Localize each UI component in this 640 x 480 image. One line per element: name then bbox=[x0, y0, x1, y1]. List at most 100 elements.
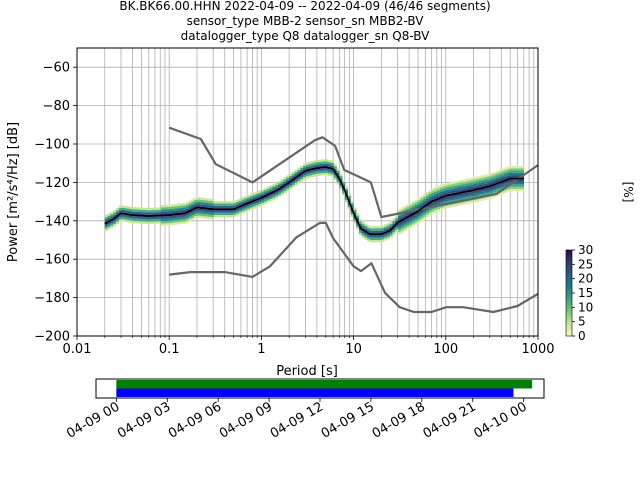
heatmap-cell bbox=[342, 181, 346, 185]
heatmap-cell bbox=[347, 207, 351, 210]
timeline-tick-label: 04-09 06 bbox=[166, 399, 224, 441]
heatmap-cell bbox=[451, 184, 455, 187]
heatmap-cell bbox=[504, 172, 508, 175]
heatmap-cell bbox=[445, 185, 449, 188]
heatmap-cell bbox=[518, 186, 522, 189]
heatmap-cell bbox=[118, 210, 122, 213]
heatmap-cell bbox=[467, 196, 471, 200]
heatmap-cell bbox=[135, 207, 139, 210]
heatmap-cell bbox=[171, 204, 175, 207]
heatmap-cell bbox=[330, 165, 335, 168]
heatmap-cell bbox=[364, 223, 368, 226]
heatmap-cell bbox=[425, 210, 430, 213]
heatmap-cell bbox=[283, 190, 287, 194]
heatmap-cell bbox=[473, 181, 477, 185]
heatmap-cell bbox=[453, 190, 457, 193]
heatmap-cell bbox=[166, 218, 170, 221]
y-axis-label: Power [m²/s⁴/Hz] [dB] bbox=[6, 122, 21, 262]
heatmap-cell bbox=[241, 211, 245, 214]
heatmap-cell bbox=[479, 184, 483, 188]
heatmap-cell bbox=[403, 205, 407, 209]
heatmap-cell bbox=[498, 174, 502, 177]
heatmap-cell bbox=[509, 168, 513, 171]
heatmap-cell bbox=[177, 203, 181, 206]
heatmap-cell bbox=[423, 198, 427, 201]
heatmap-cell bbox=[344, 197, 349, 201]
heatmap-cell bbox=[347, 195, 351, 199]
heatmap-cell bbox=[311, 172, 315, 175]
heatmap-cell bbox=[417, 207, 421, 210]
heatmap-cell bbox=[344, 188, 349, 191]
heatmap-cell bbox=[367, 239, 371, 242]
heatmap-cell bbox=[484, 181, 488, 184]
heatmap-cell bbox=[484, 183, 488, 186]
heatmap-cell bbox=[238, 212, 242, 215]
heatmap-cell bbox=[255, 202, 259, 206]
heatmap-cell bbox=[498, 178, 502, 182]
heatmap-cell bbox=[403, 226, 407, 229]
heatmap-cell bbox=[171, 220, 175, 223]
heatmap-cell bbox=[266, 198, 270, 201]
heatmap-cell bbox=[317, 159, 321, 163]
colorbar-gradient bbox=[565, 249, 573, 337]
heatmap-cell bbox=[157, 216, 161, 219]
heatmap-cell bbox=[233, 212, 237, 215]
heatmap-cell bbox=[322, 159, 326, 162]
heatmap-cell bbox=[261, 193, 265, 197]
heatmap-cell bbox=[104, 228, 108, 231]
heatmap-cell bbox=[470, 184, 474, 187]
heatmap-cell bbox=[375, 235, 379, 238]
heatmap-cell bbox=[110, 216, 114, 219]
heatmap-cell bbox=[219, 205, 223, 209]
heatmap-cell bbox=[258, 192, 262, 195]
heatmap-cell bbox=[364, 228, 368, 231]
heatmap-cell bbox=[504, 167, 508, 170]
heatmap-cell bbox=[431, 188, 435, 191]
heatmap-cell bbox=[261, 191, 265, 194]
heatmap-cell bbox=[425, 194, 430, 197]
heatmap-cell bbox=[205, 198, 209, 201]
heatmap-cell bbox=[509, 170, 513, 173]
heatmap-cell bbox=[269, 194, 273, 197]
heatmap-cell bbox=[484, 192, 488, 196]
heatmap-cell bbox=[107, 213, 111, 216]
heatmap-cell bbox=[300, 170, 304, 173]
heatmap-cell bbox=[174, 219, 178, 223]
heatmap-cell bbox=[230, 212, 234, 216]
heatmap-cell bbox=[336, 182, 340, 185]
heatmap-cell bbox=[350, 214, 354, 217]
heatmap-cell bbox=[275, 184, 279, 188]
heatmap-cell bbox=[322, 172, 326, 176]
heatmap-cell bbox=[177, 217, 181, 220]
heatmap-cell bbox=[277, 185, 282, 188]
timeline-tick-label: 04-09 03 bbox=[115, 399, 173, 441]
heatmap-cell bbox=[188, 214, 192, 217]
heatmap-cell bbox=[439, 191, 444, 195]
heatmap-cell bbox=[222, 212, 226, 216]
heatmap-cell bbox=[210, 203, 214, 206]
heatmap-cell bbox=[484, 197, 488, 200]
heatmap-cell bbox=[406, 227, 410, 230]
heatmap-cell bbox=[448, 200, 452, 204]
heatmap-cell bbox=[303, 163, 307, 166]
heatmap-cell bbox=[191, 215, 195, 218]
heatmap-cell bbox=[495, 180, 499, 183]
heatmap-cell bbox=[442, 188, 446, 191]
heatmap-cell bbox=[314, 169, 318, 172]
heatmap-cell bbox=[157, 221, 161, 224]
heatmap-cell bbox=[283, 186, 287, 189]
heatmap-cell bbox=[213, 210, 217, 213]
heatmap-cell bbox=[146, 221, 150, 225]
heatmap-cell bbox=[431, 192, 435, 196]
heatmap-cell bbox=[224, 215, 228, 218]
heatmap-cell bbox=[465, 195, 469, 198]
heatmap-cell bbox=[160, 218, 164, 222]
heatmap-cell bbox=[171, 222, 175, 225]
heatmap-cell bbox=[110, 223, 114, 226]
heatmap-cell bbox=[213, 205, 217, 209]
heatmap-cell bbox=[411, 205, 416, 209]
timeline-tick-label: 04-09 00 bbox=[64, 399, 122, 441]
heatmap-cell bbox=[196, 201, 201, 205]
heatmap-cell bbox=[414, 204, 418, 207]
heatmap-cell bbox=[470, 182, 474, 185]
